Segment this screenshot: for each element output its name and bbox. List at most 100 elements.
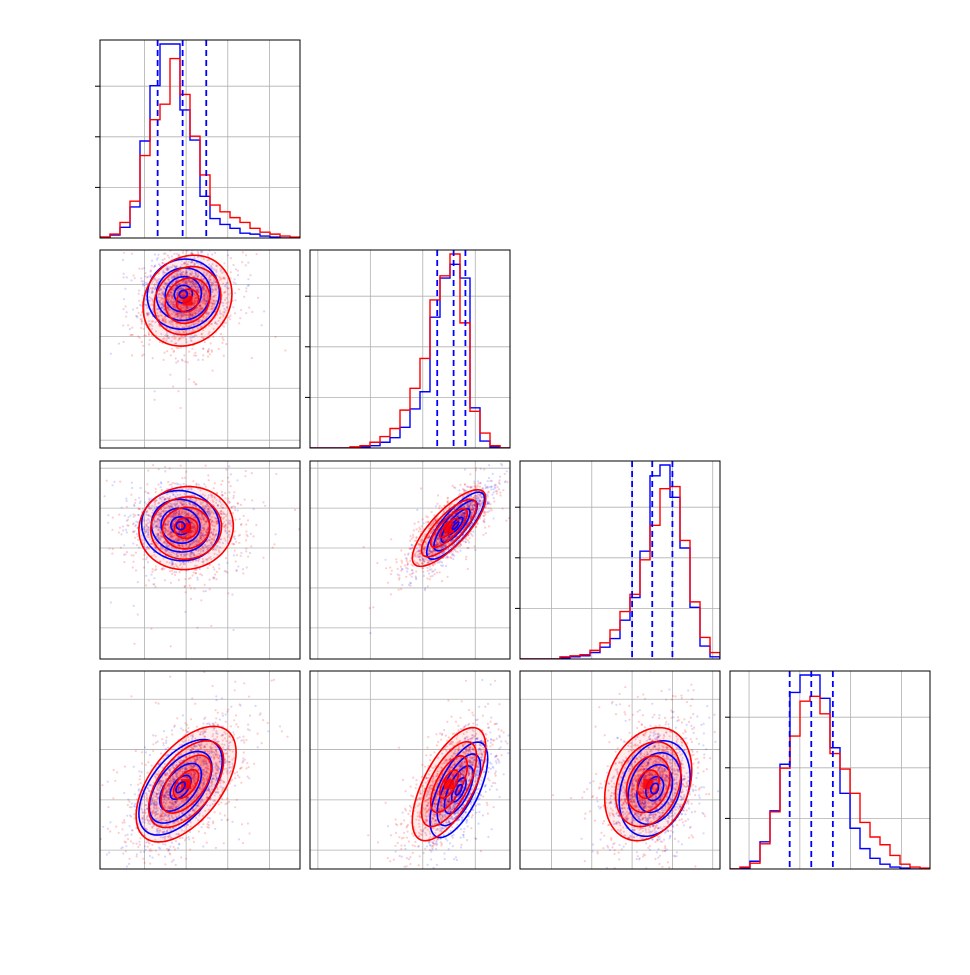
sample-point-red [155, 568, 157, 570]
sample-point-red [140, 314, 142, 316]
sample-point-blue [206, 449, 208, 451]
sample-point-red [119, 481, 121, 483]
sample-point-blue [132, 523, 134, 525]
sample-point-red [177, 255, 179, 257]
sample-point-blue [228, 239, 230, 241]
sample-point-red [167, 254, 169, 256]
sample-point-red [177, 347, 179, 349]
sample-point-red [131, 327, 133, 329]
y-tick-label: 0.260 [54, 506, 97, 549]
sample-point-red [222, 339, 224, 341]
sample-point-red [142, 345, 144, 347]
x-tick-label: 0.32 [770, 871, 806, 907]
sample-point-red [134, 499, 136, 501]
sample-point-blue [150, 574, 152, 576]
sample-point-red [168, 257, 170, 259]
sample-point-blue [231, 594, 233, 596]
sample-point-red [208, 479, 210, 481]
hist-panel-2 [515, 461, 720, 664]
sample-point-red [108, 547, 110, 549]
sample-point-red [139, 240, 141, 242]
sample-point-red [189, 585, 191, 587]
sample-point-red [389, 566, 391, 568]
sample-point-blue [234, 299, 236, 301]
sample-point-red [170, 455, 172, 457]
sample-point-blue [152, 243, 154, 245]
sample-point-red [244, 475, 246, 477]
sample-point-red [81, 569, 83, 571]
sample-point-red [247, 556, 249, 558]
sample-point-red [221, 491, 223, 493]
sample-point-blue [175, 362, 177, 364]
sample-point-blue [146, 245, 148, 247]
sample-point-red [137, 507, 139, 509]
sample-point-red [138, 268, 140, 270]
sample-point-red [155, 488, 157, 490]
sample-point-red [74, 591, 76, 593]
sample-point-red [111, 436, 113, 438]
sample-point-red [231, 543, 233, 545]
sample-point-red [142, 558, 144, 560]
sample-point-red [409, 574, 411, 576]
sample-point-red [111, 529, 113, 531]
sample-point-red [202, 590, 204, 592]
sample-point-blue [208, 348, 210, 350]
sample-point-red [216, 492, 218, 494]
sample-point-red [140, 327, 142, 329]
sample-point-blue [151, 265, 153, 267]
sample-point-red [198, 244, 200, 246]
sample-point-blue [142, 283, 144, 285]
sample-point-red [145, 272, 147, 274]
sample-point-red [190, 598, 192, 600]
sample-point-blue [142, 294, 144, 296]
sample-point-red [245, 523, 247, 525]
histogram-blue [730, 675, 930, 869]
sample-point-blue [202, 226, 204, 228]
sample-point-blue [250, 230, 252, 232]
sample-point-red [164, 579, 166, 581]
sample-point-red [112, 548, 114, 550]
sample-point-red [222, 337, 224, 339]
sample-point-red [137, 535, 139, 537]
sample-point-blue [200, 251, 202, 253]
sample-point-blue [233, 281, 235, 283]
sample-point-red [133, 643, 135, 645]
sample-point-blue [126, 500, 128, 502]
sample-point-red [250, 545, 252, 547]
sample-point-red [222, 246, 224, 248]
sample-point-blue [128, 516, 130, 518]
sample-point-red [207, 474, 209, 476]
sample-point-red [190, 247, 192, 249]
sample-point-red [206, 243, 208, 245]
sample-point-blue [250, 533, 252, 535]
sample-point-blue [242, 568, 244, 570]
sample-point-blue [229, 501, 231, 503]
sample-point-blue [147, 561, 149, 563]
sample-point-blue [176, 483, 178, 485]
sample-point-red [184, 477, 186, 479]
sample-point-red [177, 360, 179, 362]
sample-point-red [211, 351, 213, 353]
sample-point-blue [122, 525, 124, 527]
sample-point-blue [164, 248, 166, 250]
sample-point-red [170, 354, 172, 356]
sample-point-blue [173, 571, 175, 573]
sample-point-red [245, 254, 247, 256]
sample-point-blue [171, 255, 173, 257]
sample-point-red [242, 247, 244, 249]
sample-point-blue [145, 575, 147, 577]
sample-point-blue [164, 252, 166, 254]
sample-point-blue [196, 577, 198, 579]
sample-point-red [492, 453, 494, 455]
sample-point-red [228, 316, 230, 318]
sample-point-blue [162, 567, 164, 569]
sample-point-red [137, 613, 139, 615]
sample-point-red [62, 285, 64, 287]
sample-point-red [160, 234, 162, 236]
sample-point-red [504, 473, 506, 475]
sample-point-blue [157, 257, 159, 259]
sample-point-blue [198, 484, 200, 486]
scatter-panel-2-1-plot-area [305, 424, 534, 664]
sample-point-red [162, 454, 164, 456]
sample-point-red [211, 254, 213, 256]
